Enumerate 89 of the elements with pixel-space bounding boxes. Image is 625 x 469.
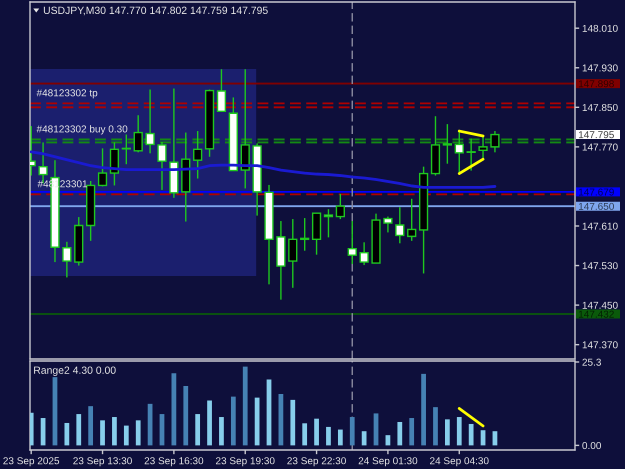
candlestick (490, 130, 500, 154)
x-tick-label: 23 Sep 16:30 (144, 457, 204, 466)
x-tick-label: 23 Sep 19:30 (216, 457, 275, 466)
ref-line-label: #48123302 buy 0.30 (36, 125, 128, 134)
bar (52, 377, 58, 446)
bar (421, 374, 426, 446)
bar (350, 417, 355, 446)
ref-line-label: 147.679 (578, 188, 614, 196)
bar (338, 430, 343, 446)
candlestick (145, 88, 155, 154)
bar (480, 430, 486, 446)
candlestick (454, 130, 464, 174)
y-tick-label: 147.610 (582, 222, 618, 230)
y-tick-label: 147.370 (582, 341, 618, 348)
bar (254, 398, 260, 446)
candlestick (478, 136, 488, 160)
ref-line-label: #48123302 tp (36, 89, 98, 98)
candlestick (383, 216, 393, 234)
ref-line-label: 147.898 (578, 80, 614, 88)
bar (100, 420, 105, 446)
bar (195, 414, 200, 446)
candlestick (193, 130, 202, 180)
candlestick (62, 241, 72, 278)
candlestick (336, 193, 345, 220)
candlestick (122, 134, 131, 165)
candlestick (407, 198, 416, 242)
bar (112, 417, 117, 446)
y-tick-label: 147.850 (582, 104, 618, 112)
candlestick (395, 206, 404, 244)
y-tick-label: 147.450 (582, 302, 618, 309)
chart-title: USDJPY,M30 147.770 147.802 147.759 147.795 (44, 6, 268, 16)
bar (30, 412, 34, 446)
candlestick (157, 141, 167, 191)
candlestick (360, 242, 369, 266)
candlestick (300, 217, 310, 252)
x-tick-label: 23 Sep 22:30 (287, 457, 346, 466)
bar (183, 386, 188, 446)
bar (76, 414, 82, 446)
chart-title: Range2 4.30 0.00 (34, 366, 116, 376)
bar (456, 417, 462, 446)
candlestick (134, 114, 143, 154)
bar (433, 407, 438, 446)
x-tick-label: 24 Sep 04:30 (430, 457, 489, 466)
bar (124, 426, 129, 446)
bar (219, 417, 224, 446)
x-tick-label: 23 Sep 13:30 (73, 457, 132, 466)
bar (468, 424, 474, 446)
y-tick-label: 25.3 (582, 358, 601, 366)
bar (207, 400, 212, 446)
bar (88, 406, 94, 446)
x-tick-label: 23 Sep 2025 (3, 457, 60, 466)
bar (160, 414, 164, 446)
bar (148, 404, 152, 446)
y-tick-label: 147.930 (582, 64, 618, 72)
candlestick (348, 220, 357, 265)
bar (386, 435, 390, 446)
bar (302, 423, 308, 446)
bar (278, 394, 284, 446)
bar (172, 373, 176, 446)
candlestick (466, 138, 476, 172)
line-series (30, 150, 496, 189)
y-tick-label: 148.010 (582, 24, 618, 32)
bar (64, 422, 70, 446)
bar (242, 366, 248, 446)
bar (40, 418, 46, 446)
ref-line-label: 147.432 (578, 310, 614, 318)
bar (362, 431, 367, 446)
bar (326, 426, 331, 446)
candlestick (442, 123, 452, 164)
bar (314, 418, 319, 446)
x-tick-label: 24 Sep 01:30 (358, 457, 418, 466)
bar (136, 420, 141, 446)
bar (290, 400, 296, 446)
bar (444, 419, 450, 446)
ref-line-label: 147.650 (578, 202, 614, 210)
bar (397, 422, 402, 446)
bar (266, 379, 272, 446)
bar (492, 431, 498, 446)
candlestick (288, 218, 298, 288)
candlestick (98, 148, 108, 188)
bar (409, 418, 414, 446)
text: 147.795 (578, 131, 614, 138)
candlestick (324, 208, 334, 238)
y-tick-label: 0.00 (582, 442, 602, 450)
bar (374, 413, 378, 446)
candlestick (216, 68, 226, 112)
y-tick-label: 147.530 (582, 262, 618, 270)
bar (230, 396, 236, 446)
y-tick-label: 147.770 (582, 144, 618, 151)
